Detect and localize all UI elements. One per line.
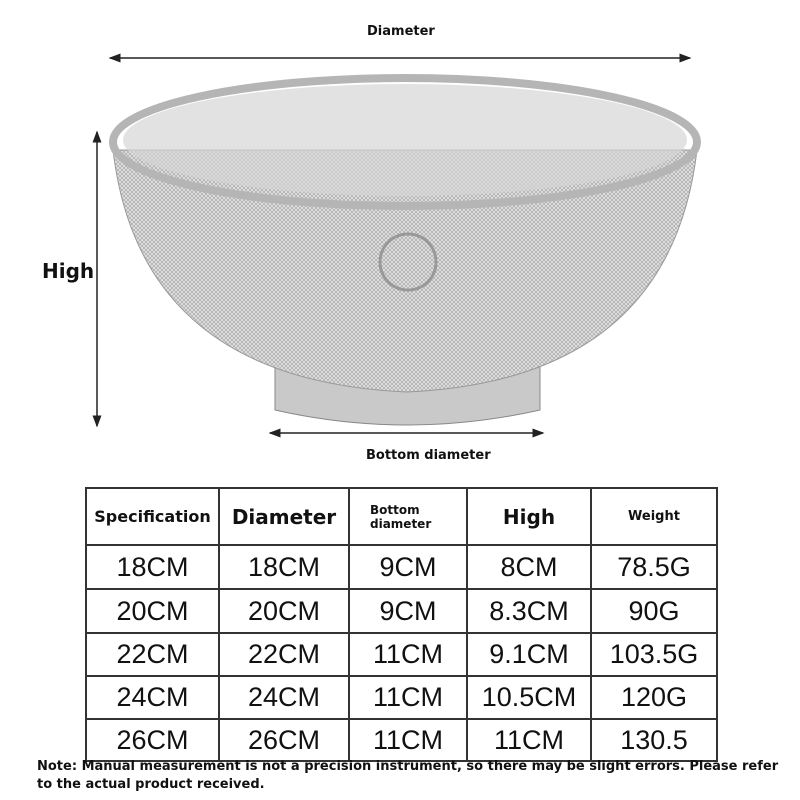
bowl-body bbox=[112, 149, 698, 393]
cell: 8.3CM bbox=[466, 588, 592, 634]
cell: 11CM bbox=[348, 632, 468, 677]
table-row: 18CM 18CM 9CM 8CM 78.5G bbox=[85, 544, 718, 590]
cell: 11CM bbox=[348, 675, 468, 720]
cell: 26CM bbox=[218, 718, 350, 762]
diameter-label: Diameter bbox=[367, 24, 435, 39]
cell: 9CM bbox=[348, 588, 468, 634]
hanging-ring bbox=[378, 232, 438, 292]
measurement-note: Note: Manual measurement is not a precis… bbox=[37, 759, 779, 792]
cell: 18CM bbox=[85, 544, 220, 590]
header-specification: Specification bbox=[85, 487, 220, 546]
table-row: 20CM 20CM 9CM 8.3CM 90G bbox=[85, 588, 718, 634]
bowl-rim bbox=[109, 74, 701, 210]
cell: 11CM bbox=[348, 718, 468, 762]
cell: 9.1CM bbox=[466, 632, 592, 677]
cell: 24CM bbox=[85, 675, 220, 720]
table-row: 24CM 24CM 11CM 10.5CM 120G bbox=[85, 675, 718, 720]
cell: 22CM bbox=[85, 632, 220, 677]
table-row: 26CM 26CM 11CM 11CM 130.5 bbox=[85, 718, 718, 762]
header-diameter: Diameter bbox=[218, 487, 350, 546]
cell: 18CM bbox=[218, 544, 350, 590]
mesh-colander-illustration bbox=[92, 53, 701, 438]
cell: 8CM bbox=[466, 544, 592, 590]
cell: 103.5G bbox=[590, 632, 718, 677]
header-high: High bbox=[466, 487, 592, 546]
header-weight: Weight bbox=[590, 487, 718, 546]
bottom-diameter-label: Bottom diameter bbox=[366, 448, 491, 463]
table-header-row: Specification Diameter Bottom diameter H… bbox=[85, 487, 718, 546]
cell: 78.5G bbox=[590, 544, 718, 590]
cell: 11CM bbox=[466, 718, 592, 762]
cell: 20CM bbox=[85, 588, 220, 634]
table-row: 22CM 22CM 11CM 9.1CM 103.5G bbox=[85, 632, 718, 677]
cell: 10.5CM bbox=[466, 675, 592, 720]
spec-table: Specification Diameter Bottom diameter H… bbox=[85, 487, 718, 762]
header-bottom-diameter: Bottom diameter bbox=[348, 487, 468, 546]
bowl-interior bbox=[123, 84, 687, 196]
cell: 24CM bbox=[218, 675, 350, 720]
cell: 22CM bbox=[218, 632, 350, 677]
cell: 26CM bbox=[85, 718, 220, 762]
cell: 130.5 bbox=[590, 718, 718, 762]
cell: 90G bbox=[590, 588, 718, 634]
high-label: High bbox=[42, 259, 95, 283]
cell: 9CM bbox=[348, 544, 468, 590]
cell: 20CM bbox=[218, 588, 350, 634]
cell: 120G bbox=[590, 675, 718, 720]
